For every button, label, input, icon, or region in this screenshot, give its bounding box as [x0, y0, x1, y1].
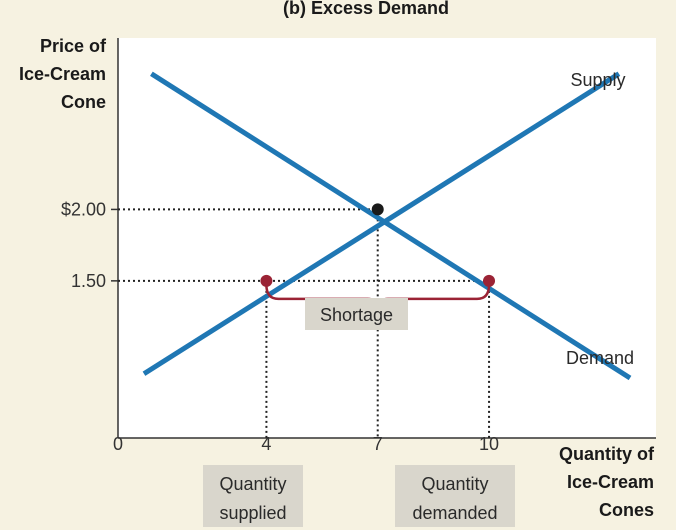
- quantity-demanded-box: [395, 465, 515, 527]
- y-tick-label-1-50: 1.50: [71, 271, 106, 291]
- y-axis-label-line-3: Cone: [61, 92, 106, 112]
- x-axis-label-line-1: Quantity of: [559, 444, 655, 464]
- quantity-supplied-point: [260, 274, 273, 287]
- shortage-label: Shortage: [320, 305, 393, 325]
- plot-area: [118, 38, 656, 438]
- x-axis-label-line-2: Ice-Cream: [567, 472, 654, 492]
- quantity-demanded-point: [483, 274, 496, 287]
- x-tick-label-10: 10: [479, 434, 499, 454]
- supply-curve: [142, 71, 621, 376]
- x-tick-label-4: 4: [261, 434, 271, 454]
- y-tick-label-2-00: $2.00: [61, 199, 106, 219]
- chart-title: (b) Excess Demand: [283, 0, 449, 18]
- quantity-demanded-label-line-2: demanded: [412, 503, 497, 523]
- quantity-supplied-label-line-1: Quantity: [219, 474, 286, 494]
- x-tick-label-0: 0: [113, 434, 123, 454]
- demand-curve: [150, 71, 632, 381]
- quantity-demanded-label-line-1: Quantity: [421, 474, 488, 494]
- x-axis-label-line-3: Cones: [599, 500, 654, 520]
- x-tick-label-7: 7: [373, 434, 383, 454]
- y-axis-label-line-2: Ice-Cream: [19, 64, 106, 84]
- quantity-supplied-box: [203, 465, 303, 527]
- shortage-label-box: [305, 298, 408, 330]
- quantity-supplied-label-line-2: supplied: [219, 503, 286, 523]
- equilibrium-point: [371, 203, 384, 216]
- demand-curve-label: Demand: [566, 348, 634, 368]
- supply-curve-label: Supply: [570, 70, 625, 90]
- y-axis-label-line-1: Price of: [40, 36, 107, 56]
